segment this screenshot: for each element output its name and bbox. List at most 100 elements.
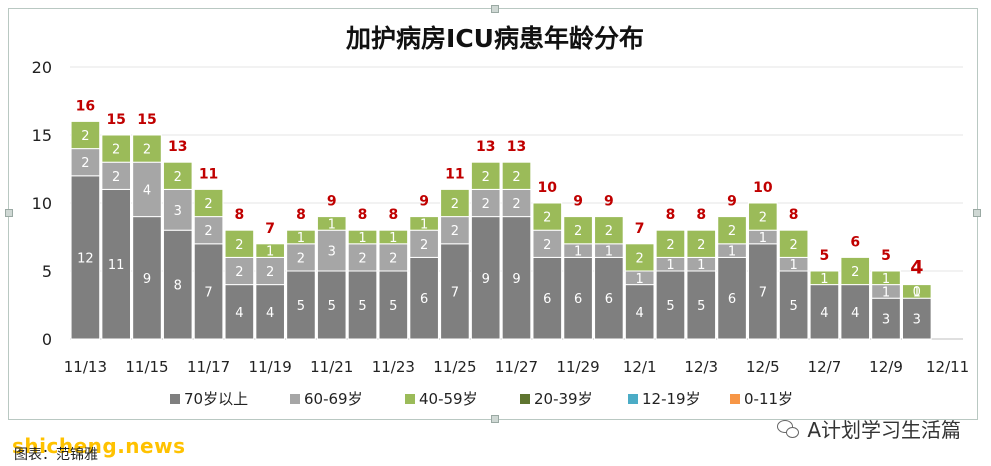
legend-label: 12-19岁 — [642, 390, 701, 408]
segment-label: 1 — [574, 245, 582, 260]
bar-segment — [378, 229, 409, 245]
segment-label: 5 — [328, 299, 336, 314]
segment-label: 2 — [420, 238, 428, 253]
total-label: 10 — [753, 180, 773, 196]
bar-segment — [224, 229, 255, 258]
legend-label: 0-11岁 — [744, 390, 793, 408]
bar-segment — [132, 134, 162, 163]
x-tick-label: 11/23 — [372, 358, 415, 376]
segment-label: 3 — [174, 204, 182, 219]
segment-label: 5 — [697, 299, 705, 314]
bar-segment — [470, 188, 501, 218]
bar-segment — [316, 229, 347, 272]
bar-segment — [409, 216, 439, 231]
bar-segment — [501, 216, 532, 340]
total-label: 7 — [635, 221, 645, 237]
bar-segment — [440, 243, 470, 340]
bar-segment — [101, 161, 132, 190]
segment-label: 1 — [666, 258, 674, 273]
legend-swatch — [628, 394, 638, 404]
segment-label: 3 — [328, 245, 336, 260]
segment-label: 2 — [605, 224, 613, 239]
legend-label: 60-69岁 — [304, 390, 363, 408]
segment-label: 6 — [543, 292, 551, 307]
total-label: 6 — [850, 234, 860, 250]
total-label: 9 — [573, 194, 583, 210]
bar-segment — [470, 216, 501, 340]
segment-label: 1 — [913, 285, 921, 300]
legend-swatch — [170, 394, 180, 404]
bar-segment — [162, 229, 193, 340]
segment-label: 2 — [482, 170, 490, 185]
segment-label: 2 — [235, 265, 243, 280]
segment-label: 1 — [697, 258, 705, 273]
bar-segment — [70, 120, 101, 150]
bar-segment — [101, 188, 132, 340]
total-label: 8 — [358, 207, 368, 223]
total-label: 13 — [168, 139, 187, 155]
bar-segment — [655, 229, 686, 258]
segment-label: 8 — [174, 279, 182, 294]
bar-segment — [286, 229, 316, 245]
bar-segment — [193, 243, 224, 340]
bar-segment — [378, 270, 409, 340]
segment-label: 5 — [297, 299, 305, 314]
segment-label: 5 — [389, 299, 397, 314]
segment-label: 9 — [512, 272, 520, 287]
segment-label: 2 — [543, 238, 551, 253]
segment-label: 1 — [882, 285, 890, 300]
resize-handle-top[interactable] — [491, 5, 499, 13]
segment-label: 2 — [512, 170, 520, 185]
segment-label: 0 — [913, 285, 921, 300]
bar-segment — [193, 188, 224, 218]
bar-segment — [686, 270, 717, 340]
segment-label: 1 — [882, 272, 890, 287]
resize-handle-left[interactable] — [5, 209, 13, 217]
y-tick-label: 10 — [32, 194, 52, 213]
bar-segment — [840, 256, 871, 286]
segment-label: 2 — [235, 238, 243, 253]
bar-segment — [286, 243, 316, 272]
segment-label: 4 — [636, 306, 644, 321]
bar-segment — [440, 188, 470, 218]
segment-label: 2 — [759, 211, 767, 226]
resize-handle-bottom[interactable] — [491, 415, 499, 423]
bar-segment — [532, 256, 563, 340]
segment-label: 6 — [574, 292, 582, 307]
bar-segment — [901, 297, 932, 340]
bar-segment — [624, 243, 655, 272]
bar-segment — [532, 202, 563, 231]
bar-segment — [70, 175, 101, 340]
total-label: 13 — [476, 139, 495, 155]
segment-label: 6 — [420, 292, 428, 307]
legend-swatch — [520, 394, 530, 404]
segment-label: 1 — [759, 231, 767, 246]
segment-label: 5 — [358, 299, 366, 314]
bar-segment — [901, 284, 932, 299]
account-name: A计划学习生活篇 — [807, 418, 961, 442]
y-tick-label: 15 — [32, 126, 52, 145]
bar-segment — [347, 243, 378, 272]
legend-swatch — [405, 394, 415, 404]
resize-handle-right[interactable] — [973, 209, 981, 217]
y-tick-label: 5 — [42, 262, 52, 281]
segment-label: 11 — [108, 258, 125, 273]
segment-label: 2 — [266, 265, 274, 280]
account-watermark: A计划学习生活篇 — [777, 414, 961, 443]
segment-label: 2 — [389, 251, 397, 266]
legend-label: 20-39岁 — [534, 390, 593, 408]
segment-label: 12 — [77, 251, 94, 266]
bar-segment — [594, 216, 624, 245]
segment-label: 1 — [820, 272, 828, 287]
bar-segment — [840, 284, 871, 340]
segment-label: 4 — [143, 183, 151, 198]
total-label: 16 — [76, 98, 95, 114]
segment-label: 4 — [266, 306, 274, 321]
segment-label: 6 — [728, 292, 736, 307]
segment-label: 2 — [204, 224, 212, 239]
chart-source: 图表：范锦雅 — [14, 447, 98, 463]
x-tick-label: 11/13 — [64, 358, 107, 376]
segment-label: 1 — [389, 231, 397, 246]
x-tick-label: 11/27 — [495, 358, 538, 376]
